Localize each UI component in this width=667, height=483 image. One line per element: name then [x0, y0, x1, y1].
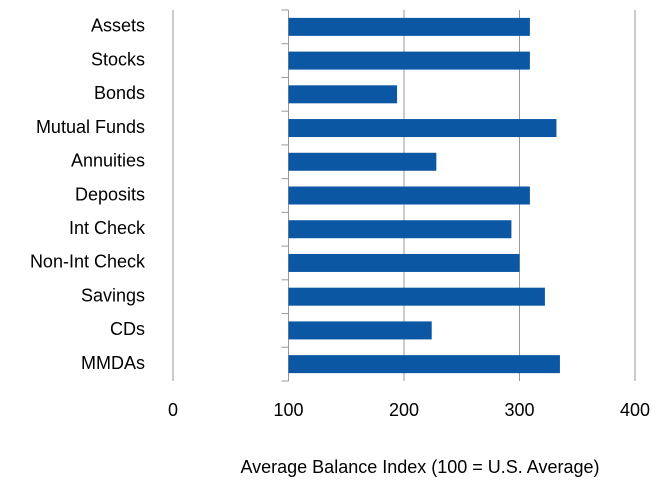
y-tick-label: Annuities — [71, 151, 145, 171]
bar — [288, 186, 530, 205]
x-axis-title: Average Balance Index (100 = U.S. Averag… — [240, 457, 599, 477]
x-tick-label: 300 — [504, 400, 534, 420]
x-tick-label: 100 — [273, 400, 303, 420]
y-tick-label: Deposits — [75, 184, 145, 204]
y-tick-label: MMDAs — [81, 353, 145, 373]
bar — [288, 17, 530, 36]
bar — [288, 253, 520, 272]
y-tick-label: Bonds — [94, 83, 145, 103]
y-tick-label: Savings — [81, 285, 145, 305]
bar — [288, 85, 398, 104]
y-tick-label: Stocks — [91, 49, 145, 69]
y-tick-label: Int Check — [69, 218, 146, 238]
bar — [288, 287, 545, 306]
y-tick-label: Mutual Funds — [36, 117, 145, 137]
bar — [288, 119, 557, 138]
y-tick-label: CDs — [110, 319, 145, 339]
bar — [288, 321, 432, 340]
x-tick-label: 200 — [389, 400, 419, 420]
y-tick-label: Assets — [91, 16, 145, 36]
x-tick-label: 400 — [620, 400, 650, 420]
bar — [288, 152, 437, 171]
x-tick-label: 0 — [168, 400, 178, 420]
bar — [288, 51, 530, 70]
bar — [288, 220, 512, 239]
y-tick-label: Non-Int Check — [30, 252, 146, 272]
bar — [288, 355, 560, 374]
